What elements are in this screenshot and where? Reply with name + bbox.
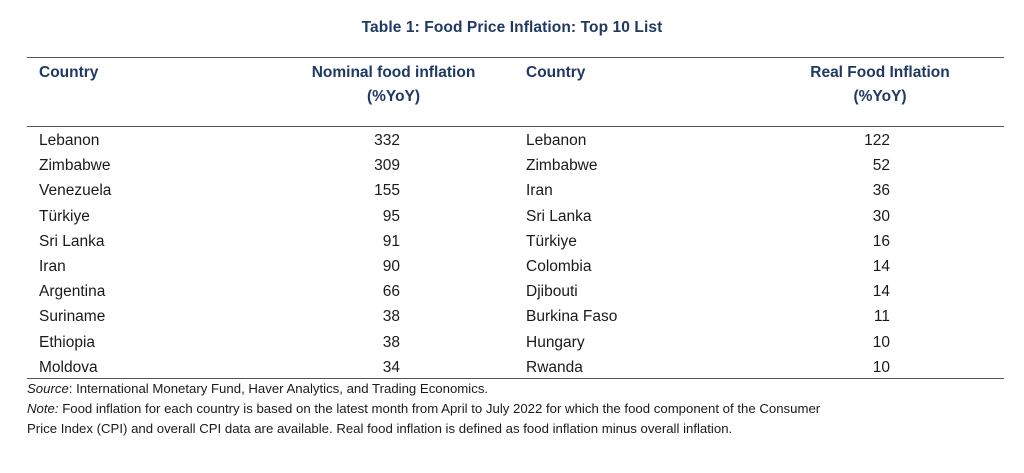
header-real-line2: (%YoY) (853, 88, 907, 105)
table-row: Türkiye 95 Sri Lanka 30 (0, 204, 1024, 229)
source-note: Source: International Monetary Fund, Hav… (27, 379, 1007, 399)
table-row: Venezuela 155 Iran 36 (0, 178, 1024, 203)
cell-country-nominal: Sri Lanka (39, 232, 105, 250)
source-text: : International Monetary Fund, Haver Ana… (68, 381, 489, 396)
cell-real-value: 16 (872, 232, 890, 250)
table-body: Lebanon 332 Lebanon 122 Zimbabwe 309 Zim… (0, 128, 1024, 380)
cell-country-real: Türkiye (526, 232, 577, 250)
cell-country-nominal: Moldova (39, 358, 98, 376)
cell-country-real: Lebanon (526, 132, 587, 149)
cell-nominal-value: 66 (382, 283, 400, 301)
cell-nominal-value: 95 (382, 207, 400, 225)
cell-country-nominal: Zimbabwe (39, 157, 111, 175)
cell-country-nominal: Argentina (39, 283, 106, 301)
cell-real-value: 10 (872, 333, 890, 351)
cell-country-real: Rwanda (526, 358, 583, 376)
note-text-1: Food inflation for each country is based… (58, 401, 821, 416)
source-label: Source (27, 381, 69, 396)
cell-nominal-value: 155 (374, 182, 400, 200)
cell-country-real: Colombia (526, 257, 592, 275)
cell-real-value: 36 (872, 182, 890, 200)
header-real-line1: Real Food Inflation (810, 64, 950, 81)
cell-country-nominal: Türkiye (39, 207, 90, 225)
cell-country-nominal: Suriname (39, 308, 106, 326)
note-label: Note: (27, 401, 59, 416)
cell-country-nominal: Lebanon (39, 132, 100, 149)
cell-country-real: Zimbabwe (526, 157, 598, 175)
cell-real-value: 11 (873, 308, 890, 326)
table-title: Table 1: Food Price Inflation: Top 10 Li… (361, 19, 663, 36)
cell-country-nominal: Iran (39, 257, 66, 275)
table-row: Zimbabwe 309 Zimbabwe 52 (0, 153, 1024, 178)
table-row: Suriname 38 Burkina Faso 11 (0, 304, 1024, 329)
table-row: Argentina 66 Djibouti 14 (0, 279, 1024, 304)
cell-country-real: Sri Lanka (526, 207, 592, 225)
cell-real-value: 14 (872, 257, 890, 275)
cell-nominal-value: 38 (382, 333, 400, 351)
cell-real-value: 10 (872, 358, 890, 376)
table-bottom-rule (27, 378, 1004, 379)
cell-real-value: 122 (864, 132, 890, 149)
cell-nominal-value: 90 (382, 257, 400, 275)
table-header-rule (27, 126, 1004, 127)
header-real-food-inflation: Real Food Inflation (%YoY) (785, 61, 975, 109)
cell-nominal-value: 332 (374, 132, 400, 149)
cell-nominal-value: 309 (374, 157, 400, 175)
header-country-real: Country (526, 64, 586, 81)
cell-country-real: Djibouti (526, 283, 578, 301)
table-row: Sri Lanka 91 Türkiye 16 (0, 229, 1024, 254)
footnotes: Source: International Monetary Fund, Hav… (27, 379, 1007, 439)
cell-real-value: 52 (872, 157, 890, 175)
table-top-rule (27, 57, 1004, 58)
cell-country-real: Burkina Faso (526, 308, 618, 326)
header-nominal-food-inflation: Nominal food inflation (%YoY) (286, 61, 501, 109)
header-nominal-line1: Nominal food inflation (311, 64, 476, 81)
cell-nominal-value: 91 (382, 232, 400, 250)
cell-country-real: Iran (526, 182, 553, 200)
cell-nominal-value: 38 (382, 308, 400, 326)
note-line-1: Note: Food inflation for each country is… (27, 399, 1007, 419)
cell-real-value: 14 (872, 283, 890, 301)
cell-country-real: Hungary (526, 333, 585, 351)
header-nominal-line2: (%YoY) (366, 88, 421, 105)
cell-real-value: 30 (872, 207, 890, 225)
header-country-nominal: Country (39, 64, 99, 81)
cell-country-nominal: Venezuela (39, 182, 112, 200)
table-row: Ethiopia 38 Hungary 10 (0, 330, 1024, 355)
cell-nominal-value: 34 (382, 358, 400, 376)
table-row: Iran 90 Colombia 14 (0, 254, 1024, 279)
table-row: Lebanon 332 Lebanon 122 (0, 128, 1024, 153)
table-row: Moldova 34 Rwanda 10 (0, 355, 1024, 380)
cell-country-nominal: Ethiopia (39, 333, 96, 351)
note-line-2: Price Index (CPI) and overall CPI data a… (27, 421, 733, 436)
